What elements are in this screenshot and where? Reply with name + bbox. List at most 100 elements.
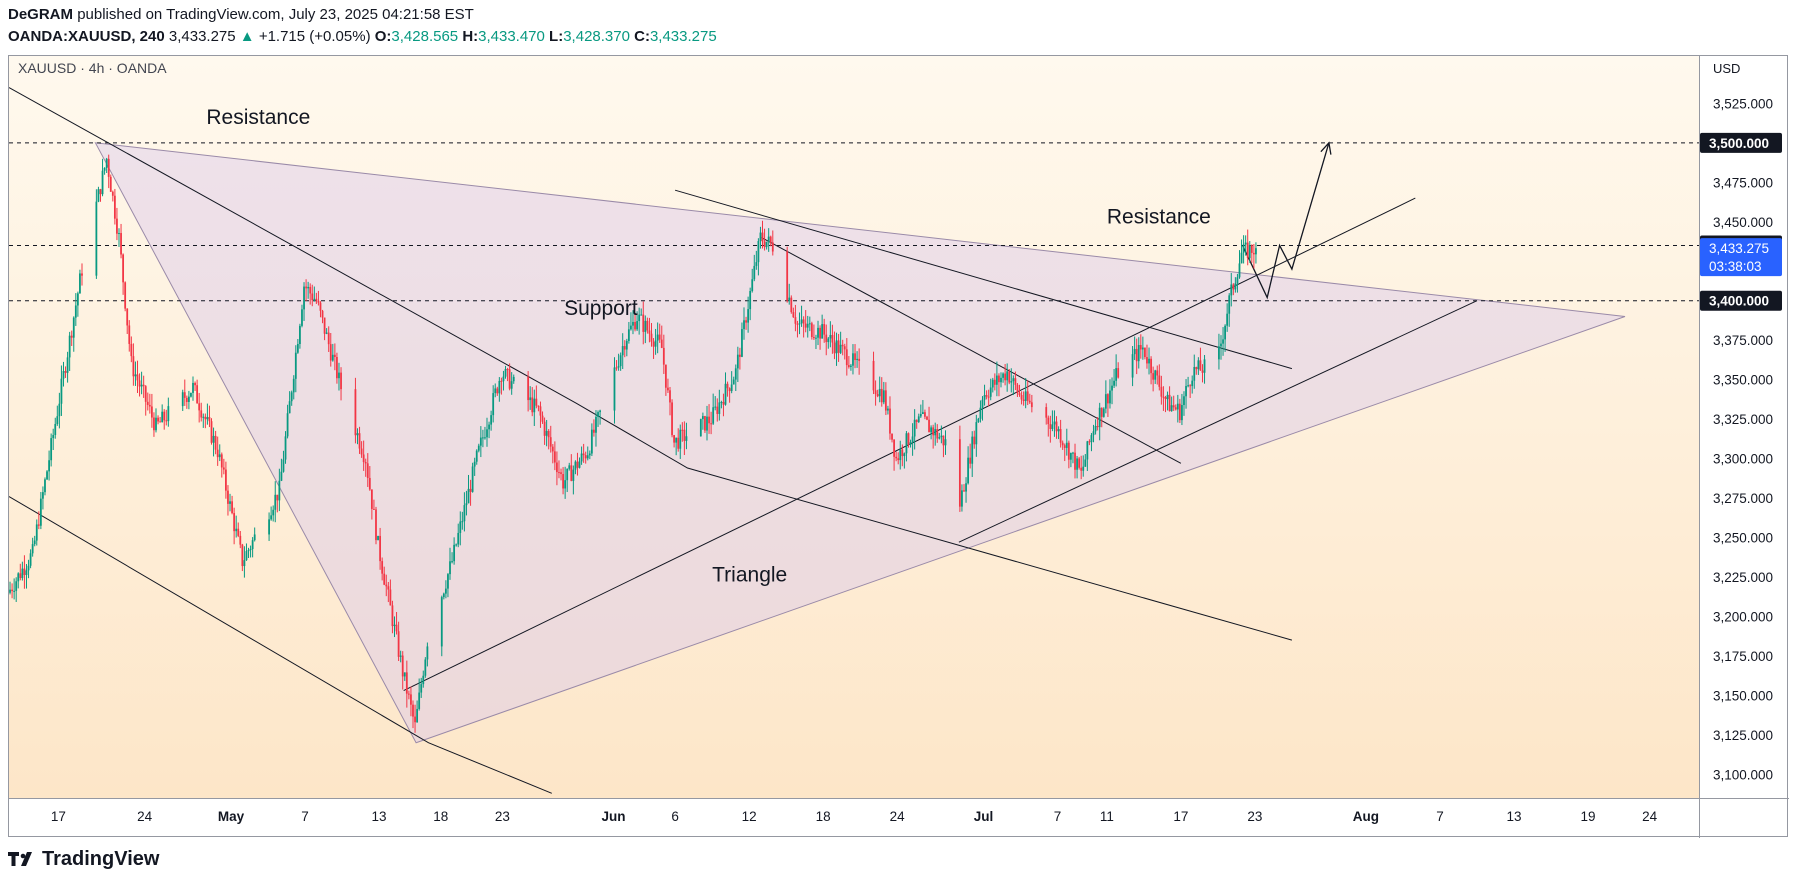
candle[interactable]: [1139, 334, 1142, 359]
candle[interactable]: [239, 530, 242, 549]
candle[interactable]: [54, 417, 57, 439]
candle[interactable]: [1028, 393, 1031, 404]
candle[interactable]: [615, 360, 618, 371]
candle[interactable]: [1236, 273, 1239, 293]
candle[interactable]: [194, 381, 196, 391]
candle[interactable]: [200, 402, 203, 422]
candle[interactable]: [465, 490, 468, 516]
candle[interactable]: [882, 381, 885, 405]
candle[interactable]: [70, 330, 73, 346]
candle[interactable]: [1252, 244, 1255, 269]
candle[interactable]: [741, 322, 743, 358]
candle[interactable]: [650, 323, 653, 347]
candle[interactable]: [895, 451, 898, 462]
candle[interactable]: [358, 426, 361, 454]
candle[interactable]: [192, 376, 194, 401]
author-name[interactable]: DeGRAM: [8, 6, 74, 23]
candle[interactable]: [494, 383, 497, 398]
candle[interactable]: [909, 439, 912, 448]
candle[interactable]: [850, 363, 852, 371]
candle[interactable]: [1154, 369, 1157, 384]
candle[interactable]: [253, 527, 256, 542]
candle[interactable]: [113, 188, 116, 225]
candle[interactable]: [856, 351, 858, 368]
candle[interactable]: [683, 421, 686, 455]
candle[interactable]: [673, 434, 676, 448]
candle[interactable]: [938, 432, 941, 440]
candle[interactable]: [405, 660, 408, 708]
candle[interactable]: [148, 393, 151, 414]
candle[interactable]: [660, 325, 663, 349]
candle[interactable]: [325, 328, 328, 335]
candle[interactable]: [625, 338, 628, 357]
candle[interactable]: [533, 389, 536, 426]
candle[interactable]: [1199, 347, 1202, 371]
candle[interactable]: [368, 466, 371, 491]
candle[interactable]: [1000, 372, 1002, 388]
candle[interactable]: [362, 440, 365, 471]
candle[interactable]: [391, 600, 394, 634]
candle[interactable]: [656, 322, 659, 354]
candle[interactable]: [25, 564, 28, 589]
candle[interactable]: [654, 328, 657, 355]
candle[interactable]: [788, 283, 791, 305]
candle[interactable]: [220, 452, 223, 478]
candle[interactable]: [486, 417, 488, 447]
candle[interactable]: [800, 305, 803, 327]
candle[interactable]: [1152, 366, 1155, 392]
candle[interactable]: [204, 413, 207, 429]
candle[interactable]: [233, 507, 236, 545]
candle[interactable]: [375, 506, 377, 545]
candle[interactable]: [19, 563, 22, 581]
candle[interactable]: [157, 415, 159, 425]
candle[interactable]: [307, 281, 310, 299]
candle[interactable]: [872, 351, 875, 395]
candle[interactable]: [1131, 345, 1134, 387]
candle[interactable]: [150, 393, 153, 428]
candle[interactable]: [79, 269, 81, 294]
candle[interactable]: [1074, 443, 1076, 479]
candle[interactable]: [185, 395, 188, 409]
candle[interactable]: [1088, 439, 1091, 446]
candle[interactable]: [134, 361, 137, 386]
candle[interactable]: [590, 423, 593, 457]
candle[interactable]: [743, 307, 745, 340]
candle[interactable]: [1014, 371, 1017, 391]
candle[interactable]: [286, 404, 289, 439]
candle[interactable]: [965, 477, 967, 503]
candle[interactable]: [1150, 356, 1152, 385]
candle[interactable]: [210, 418, 213, 445]
candle[interactable]: [730, 371, 733, 394]
candle[interactable]: [1176, 394, 1179, 423]
candle[interactable]: [15, 577, 18, 602]
candle[interactable]: [893, 439, 895, 471]
candle[interactable]: [1228, 293, 1231, 327]
candle[interactable]: [385, 574, 388, 597]
candle[interactable]: [1172, 395, 1175, 411]
candle[interactable]: [74, 293, 77, 326]
candle[interactable]: [794, 304, 797, 332]
candle[interactable]: [11, 583, 13, 599]
candle[interactable]: [1049, 415, 1052, 443]
candle[interactable]: [1244, 235, 1247, 256]
candle[interactable]: [718, 389, 721, 421]
candle[interactable]: [116, 207, 118, 241]
candle[interactable]: [1148, 347, 1150, 375]
candle[interactable]: [299, 323, 301, 349]
candle[interactable]: [998, 373, 1000, 397]
candle[interactable]: [903, 452, 906, 469]
candle[interactable]: [235, 515, 238, 538]
candle[interactable]: [987, 389, 990, 407]
candle[interactable]: [383, 566, 386, 586]
candle[interactable]: [251, 537, 254, 558]
candle[interactable]: [496, 386, 499, 396]
candle[interactable]: [122, 253, 125, 295]
candle[interactable]: [1067, 440, 1070, 469]
candle[interactable]: [1002, 372, 1004, 383]
candle[interactable]: [1135, 338, 1138, 375]
candle[interactable]: [593, 419, 595, 437]
candle[interactable]: [44, 477, 46, 496]
candle[interactable]: [669, 386, 671, 416]
candle[interactable]: [915, 419, 918, 429]
candle[interactable]: [401, 651, 404, 690]
